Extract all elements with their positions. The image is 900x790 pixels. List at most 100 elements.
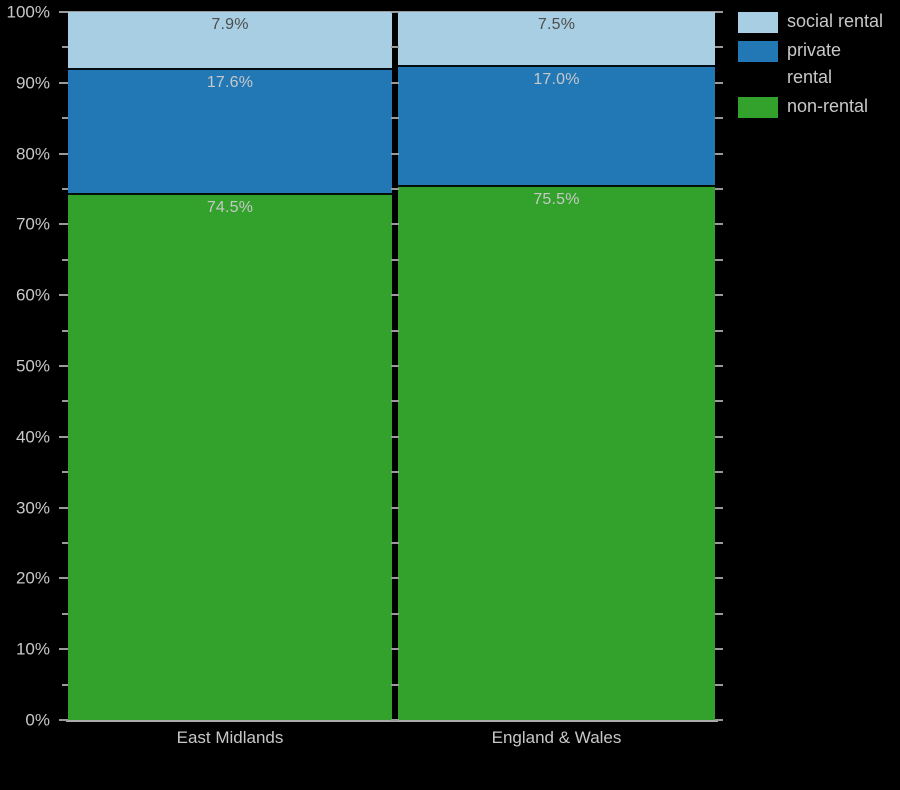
y-major-tick: [59, 435, 68, 438]
bar-segment-non-rental: 74.5%: [68, 192, 392, 720]
y-axis-tick-label: 80%: [15, 144, 50, 164]
y-major-tick: [715, 223, 723, 226]
y-major-tick: [59, 152, 68, 155]
y-minor-tick: [715, 612, 723, 615]
y-minor-tick: [715, 542, 723, 544]
y-minor-tick: [715, 188, 723, 190]
y-major-tick: [391, 719, 399, 721]
y-major-tick: [391, 506, 399, 509]
legend-item-social-rental: social rental: [738, 11, 898, 35]
y-major-tick: [391, 81, 399, 84]
legend-swatch: [738, 12, 778, 33]
y-major-tick: [59, 81, 68, 84]
y-minor-tick: [62, 188, 68, 190]
y-minor-tick: [62, 329, 68, 332]
y-axis-tick-label: 60%: [15, 285, 50, 305]
y-minor-tick: [62, 117, 68, 120]
y-minor-tick: [391, 683, 399, 686]
y-minor-tick: [715, 117, 723, 120]
bar-value-label: 7.9%: [211, 16, 249, 33]
y-minor-tick: [715, 258, 723, 261]
y-major-tick: [391, 294, 399, 297]
y-major-tick: [715, 648, 723, 651]
bar-segment-social-rental: 7.5%: [398, 12, 715, 66]
y-minor-tick: [715, 400, 723, 403]
y-major-tick: [59, 223, 68, 226]
legend-label: non-rental: [787, 96, 869, 116]
y-minor-tick: [62, 258, 68, 261]
x-axis-line: [66, 720, 718, 722]
y-major-tick: [59, 294, 68, 297]
y-major-tick: [715, 152, 723, 155]
y-axis-tick-label: 10%: [15, 639, 50, 659]
y-minor-tick: [391, 400, 399, 403]
bar-england-wales: 7.5% 17.0% 75.5%: [398, 12, 715, 720]
y-major-tick: [391, 11, 399, 13]
y-major-tick: [391, 577, 399, 580]
y-major-tick: [715, 719, 723, 721]
x-axis: East Midlands England & Wales: [0, 728, 900, 758]
y-major-tick: [715, 81, 723, 84]
y-minor-tick: [715, 683, 723, 686]
y-major-tick: [715, 294, 723, 297]
y-minor-tick: [715, 329, 723, 332]
y-minor-tick: [391, 471, 399, 474]
bar-value-label: 74.5%: [206, 198, 254, 216]
y-minor-tick: [391, 188, 399, 190]
legend-label: social rental: [787, 11, 884, 31]
y-minor-tick: [62, 400, 68, 403]
y-major-tick: [59, 506, 68, 509]
y-minor-tick: [391, 329, 399, 332]
x-axis-category-label: England & Wales: [491, 728, 622, 747]
y-major-tick: [59, 719, 68, 721]
y-minor-tick: [391, 258, 399, 261]
y-minor-tick: [62, 612, 68, 615]
y-major-tick: [391, 435, 399, 438]
bar-value-label: 75.5%: [533, 191, 580, 209]
y-major-tick: [391, 152, 399, 155]
legend-item-private-rental: private rental: [738, 40, 898, 91]
y-major-tick: [391, 365, 399, 367]
y-minor-tick: [62, 683, 68, 686]
bar-segment-private-rental: 17.6%: [68, 67, 392, 193]
y-axis: 0% 10% 20% 30% 40% 50% 60% 70% 80% 90% 100%: [0, 0, 50, 790]
y-major-tick: [59, 577, 68, 580]
legend-swatch: [738, 41, 778, 62]
y-major-tick: [391, 223, 399, 226]
y-minor-tick: [62, 46, 68, 49]
legend-swatch: [738, 97, 778, 118]
bar-east-midlands: 7.9% 17.6% 74.5%: [68, 12, 392, 720]
y-minor-tick: [715, 471, 723, 474]
y-major-tick: [59, 365, 68, 367]
y-minor-tick: [391, 46, 399, 49]
y-minor-tick: [391, 117, 399, 120]
y-minor-tick: [391, 542, 399, 544]
y-axis-tick-label: 20%: [15, 568, 50, 588]
bar-segment-social-rental: 7.9%: [68, 12, 392, 68]
y-major-tick: [715, 11, 723, 13]
legend: social rental private rental non-rental: [738, 11, 898, 126]
x-axis-category-label: East Midlands: [176, 728, 284, 747]
y-major-tick: [59, 648, 68, 651]
y-axis-tick-label: 30%: [15, 498, 50, 518]
y-minor-tick: [62, 542, 68, 544]
bar-value-label: 17.6%: [206, 73, 254, 91]
y-axis-tick-label: 40%: [15, 427, 50, 447]
y-major-tick: [715, 365, 723, 367]
y-axis-tick-label: 100%: [6, 2, 50, 22]
y-axis-tick-label: 0%: [25, 710, 50, 730]
bar-value-label: 7.5%: [537, 16, 576, 33]
y-major-tick: [391, 648, 399, 651]
y-minor-tick: [391, 612, 399, 615]
y-axis-tick-label: 90%: [15, 73, 50, 93]
bar-value-label: 17.0%: [533, 71, 580, 89]
y-major-tick: [59, 11, 68, 13]
y-major-tick: [715, 435, 723, 438]
y-axis-tick-label: 50%: [15, 356, 50, 376]
legend-item-non-rental: non-rental: [738, 96, 898, 120]
y-major-tick: [715, 506, 723, 509]
y-axis-tick-label: 70%: [15, 214, 50, 234]
plot-area: 7.9% 17.6% 74.5% 7.5% 17.0% 75.5%: [59, 11, 723, 722]
y-major-tick: [715, 577, 723, 580]
